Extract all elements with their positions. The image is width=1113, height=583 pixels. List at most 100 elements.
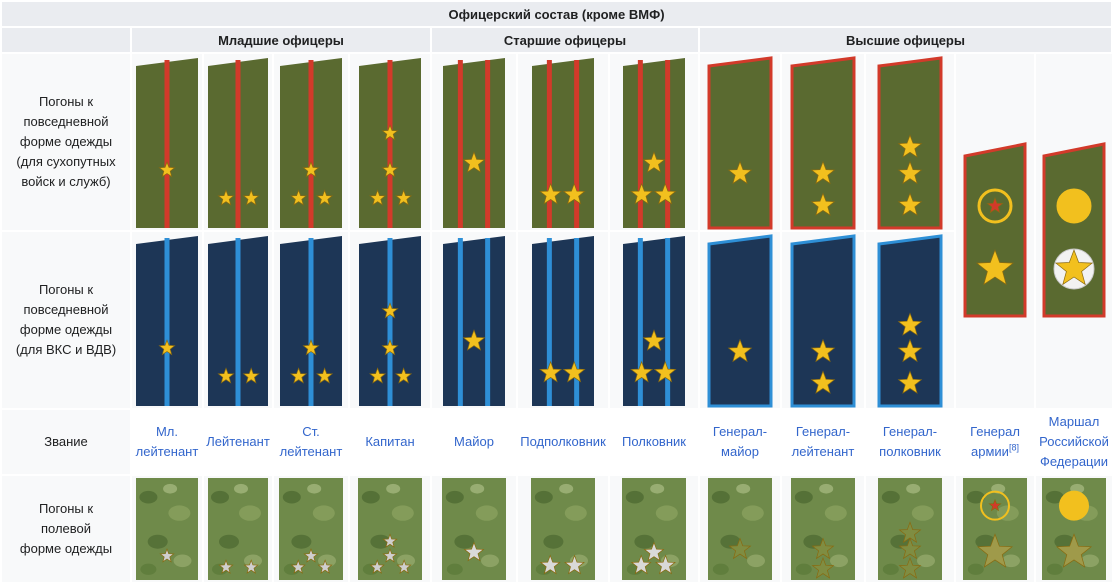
star-icon bbox=[395, 367, 413, 384]
rank-link[interactable]: Маршал Российской Федерации bbox=[1039, 412, 1109, 472]
cell-daily-ground-3 bbox=[350, 54, 430, 230]
camo-spot bbox=[470, 483, 485, 494]
rank-name-line: Лейтенант bbox=[206, 434, 270, 449]
star-icon bbox=[976, 533, 1014, 568]
shoulder-board-army-general bbox=[963, 142, 1027, 318]
camo-spot bbox=[882, 563, 899, 575]
board-body bbox=[443, 236, 505, 406]
camo-spot bbox=[543, 534, 564, 549]
rank-link[interactable]: Мл. лейтенант bbox=[136, 422, 199, 462]
camo-spot bbox=[1002, 554, 1020, 568]
rank-link[interactable]: Генерал-майор bbox=[713, 422, 767, 462]
camo-spot bbox=[211, 490, 229, 504]
shoulder-board-olive-9 bbox=[877, 56, 943, 230]
shoulder-board-olive-7 bbox=[707, 56, 773, 230]
field-shoulder-board-10 bbox=[963, 478, 1027, 580]
rank-name-3: Капитан bbox=[350, 410, 430, 474]
rank-name-line: Капитан bbox=[365, 434, 415, 449]
rank-name-line: Майор bbox=[454, 434, 494, 449]
wreath-emblem-icon bbox=[980, 490, 1010, 521]
cell-daily-air-8 bbox=[782, 232, 864, 408]
cell-daily-ground-5 bbox=[518, 54, 608, 230]
camo-spot bbox=[711, 490, 730, 504]
shoulder-board-marshal bbox=[1042, 142, 1106, 318]
camo-spot bbox=[534, 490, 553, 504]
shoulder-board-blue-9 bbox=[877, 234, 943, 408]
header-empty bbox=[2, 28, 130, 52]
rank-link[interactable]: Капитан bbox=[365, 432, 414, 452]
shoulder-board-olive-6 bbox=[623, 58, 685, 228]
board-stripe bbox=[457, 238, 463, 406]
star-icon bbox=[462, 329, 486, 351]
board-stripe bbox=[235, 238, 241, 406]
cell-field-9 bbox=[866, 476, 954, 582]
footnote-ref[interactable]: [8] bbox=[1008, 442, 1019, 453]
camo-spot bbox=[307, 483, 322, 494]
camo-spot bbox=[318, 554, 336, 568]
star-icon bbox=[381, 339, 399, 356]
cell-daily-air-7 bbox=[700, 232, 780, 408]
rank-name-line: лейтенант bbox=[135, 444, 199, 459]
rank-name-5: Подполковник bbox=[518, 410, 608, 474]
camo-spot bbox=[291, 534, 312, 549]
rank-link[interactable]: Майор bbox=[454, 432, 494, 452]
wreath-emblem-icon bbox=[977, 188, 1013, 224]
star-icon bbox=[290, 559, 306, 574]
row-label-line: Погоны к bbox=[38, 501, 94, 516]
cell-daily-10 bbox=[956, 54, 1034, 408]
camo-spot bbox=[975, 534, 996, 549]
rank-name-10: Генерал армии[8] bbox=[956, 410, 1034, 474]
red-star-icon bbox=[988, 498, 1002, 512]
star-icon bbox=[810, 160, 836, 185]
field-shoulder-board-3 bbox=[358, 478, 422, 580]
row-label-line: повседневной bbox=[23, 302, 109, 317]
camo-spot bbox=[445, 490, 464, 504]
camo-spot bbox=[147, 534, 168, 549]
board-stripe bbox=[665, 60, 671, 228]
board-body bbox=[623, 236, 685, 406]
rank-link[interactable]: Лейтенант bbox=[206, 432, 270, 452]
board-edge-trim bbox=[877, 234, 943, 408]
rank-name-6: Полковник bbox=[610, 410, 698, 474]
star-icon bbox=[316, 189, 334, 206]
rank-name-4: Майор bbox=[432, 410, 516, 474]
star-icon bbox=[217, 189, 235, 206]
shoulder-board-blue-6 bbox=[623, 236, 685, 406]
camo-spot bbox=[911, 505, 934, 521]
camo-spot bbox=[819, 483, 834, 494]
shoulder-board-blue-3 bbox=[359, 236, 421, 406]
camo-spot bbox=[655, 505, 678, 521]
rank-name-line: Российской bbox=[1039, 434, 1109, 449]
board-stripe bbox=[457, 60, 463, 228]
rank-name-line: Генерал bbox=[970, 424, 1020, 439]
star-icon bbox=[642, 329, 666, 351]
star-icon bbox=[539, 182, 563, 205]
board-edge-trim bbox=[790, 234, 856, 408]
camo-spot bbox=[446, 563, 463, 575]
star-icon bbox=[381, 302, 399, 319]
red-star-icon bbox=[986, 197, 1004, 214]
star-icon bbox=[655, 554, 676, 575]
rank-link[interactable]: Ст. лейтенант bbox=[280, 422, 343, 462]
rank-link[interactable]: Подполковник bbox=[520, 432, 606, 452]
rank-link[interactable]: Генерал армии[8] bbox=[970, 422, 1020, 462]
rank-link[interactable]: Генерал-полковник bbox=[879, 422, 941, 462]
board-stripe bbox=[665, 238, 671, 406]
rank-link[interactable]: Полковник bbox=[622, 432, 686, 452]
star-icon bbox=[897, 192, 923, 216]
board-stripe bbox=[574, 238, 580, 406]
rank-link[interactable]: Генерал-лейтенант bbox=[792, 422, 855, 462]
star-icon bbox=[290, 189, 308, 206]
shoulder-board-olive-3 bbox=[359, 58, 421, 228]
row-label-daily-air: Погоны к повседневной форме одежды (для ВКС… bbox=[2, 232, 130, 408]
star-icon bbox=[218, 559, 234, 574]
shoulder-board-olive-2 bbox=[280, 58, 342, 228]
star-icon bbox=[539, 360, 563, 383]
board-stripe bbox=[546, 238, 552, 406]
star-icon bbox=[381, 161, 399, 178]
camo-spot bbox=[239, 505, 261, 521]
rank-name-line: лейтенант bbox=[279, 444, 343, 459]
camo-spot bbox=[720, 534, 741, 549]
star-icon bbox=[317, 559, 333, 574]
